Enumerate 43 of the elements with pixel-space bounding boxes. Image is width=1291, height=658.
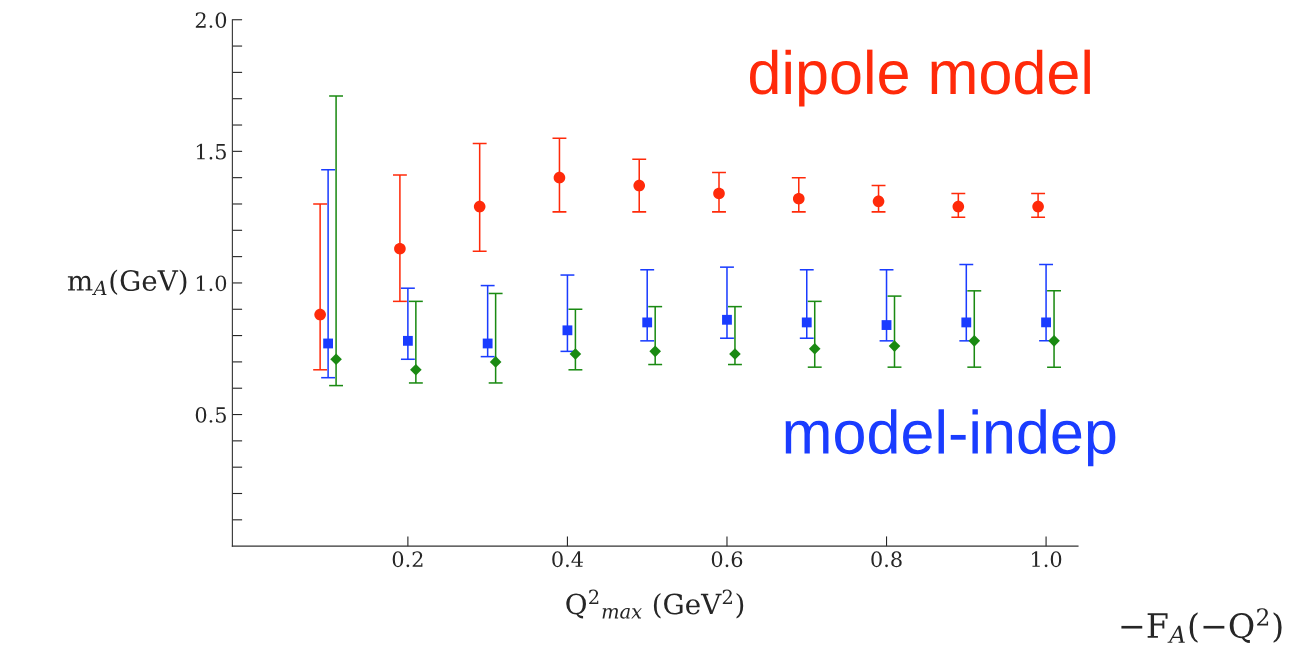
y-tick-label: 1.5 bbox=[196, 143, 226, 160]
x-tick-label: 0.6 bbox=[711, 551, 743, 568]
point bbox=[952, 200, 965, 213]
point bbox=[330, 353, 342, 366]
point bbox=[562, 325, 573, 336]
point bbox=[888, 340, 901, 352]
x-tick-label: 0.8 bbox=[871, 551, 902, 568]
point bbox=[1041, 317, 1051, 328]
text: −F$_{A}$(−Q$^{2}$) bbox=[1121, 608, 1282, 644]
point bbox=[713, 187, 725, 200]
point bbox=[722, 314, 732, 325]
point bbox=[402, 335, 413, 346]
point bbox=[881, 320, 892, 330]
point bbox=[323, 338, 334, 349]
point bbox=[649, 345, 661, 358]
point bbox=[642, 317, 653, 328]
point bbox=[394, 242, 406, 255]
point bbox=[1048, 335, 1060, 347]
point bbox=[473, 200, 486, 213]
series-label: model-indep bbox=[785, 409, 1116, 467]
point bbox=[314, 308, 326, 321]
point bbox=[489, 356, 502, 368]
point bbox=[808, 342, 821, 355]
y-tick-label: 2.0 bbox=[195, 12, 227, 28]
point bbox=[872, 195, 885, 208]
point bbox=[553, 171, 566, 184]
y-tick-label: 1.0 bbox=[196, 275, 227, 292]
x-axis-title: Q$^{2}$$_{max}$ (GeV$^{2}$) bbox=[566, 589, 744, 619]
point bbox=[792, 192, 805, 205]
point bbox=[801, 317, 812, 328]
y-axis-title: m$_{A}$(GeV) bbox=[67, 269, 187, 295]
series-label: dipole model bbox=[750, 49, 1090, 107]
point bbox=[961, 317, 972, 328]
x-tick-label: 1.0 bbox=[1032, 551, 1062, 568]
point bbox=[569, 348, 582, 360]
x-tick-label: 0.2 bbox=[392, 551, 423, 568]
point bbox=[1032, 200, 1044, 213]
point bbox=[482, 338, 493, 349]
point bbox=[968, 335, 981, 347]
point bbox=[633, 179, 646, 192]
x-tick-label: 0.4 bbox=[552, 551, 583, 568]
point bbox=[410, 363, 422, 376]
y-tick-label: 0.5 bbox=[195, 406, 226, 423]
